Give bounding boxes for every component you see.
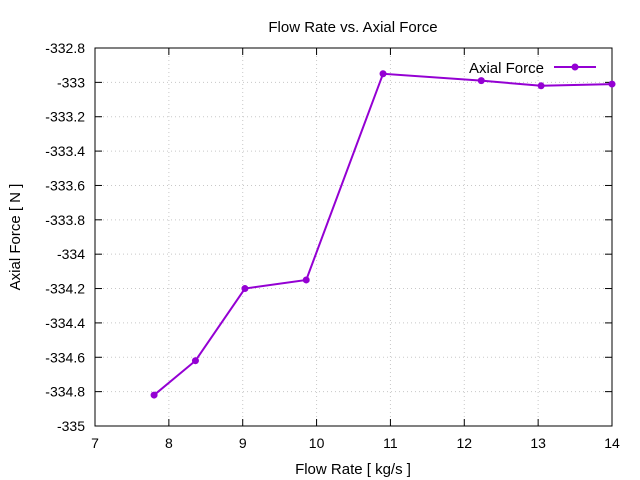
plot-frame xyxy=(94,47,613,427)
y-tick-label: -334 xyxy=(57,246,85,262)
grid-layer xyxy=(95,48,612,426)
y-tick-label: -333.4 xyxy=(45,143,85,159)
x-axis-label: Flow Rate [ kg/s ] xyxy=(295,461,411,478)
x-tick-label: 7 xyxy=(91,435,99,451)
y-tick-label: -333 xyxy=(57,74,85,90)
y-tick-label: -334.6 xyxy=(45,349,85,365)
y-axis-label: Axial Force [ N ] xyxy=(7,184,24,291)
data-point xyxy=(302,276,310,284)
x-tick-label: 13 xyxy=(530,435,546,451)
data-point xyxy=(241,285,249,293)
data-point xyxy=(537,82,545,90)
x-tick-label: 8 xyxy=(165,435,173,451)
data-point xyxy=(477,77,485,85)
y-tick-label: -335 xyxy=(57,418,85,434)
x-tick-label: 11 xyxy=(383,435,398,451)
y-tick-label: -332.8 xyxy=(45,40,85,56)
data-point xyxy=(191,357,199,365)
x-tick-label: 10 xyxy=(309,435,325,451)
y-tick-label: -333.2 xyxy=(45,109,85,125)
chart-title: Flow Rate vs. Axial Force xyxy=(268,19,437,36)
y-tick-label: -333.8 xyxy=(45,212,85,228)
series-layer xyxy=(150,70,616,399)
y-tick-label: -334.8 xyxy=(45,384,85,400)
series-line xyxy=(153,72,613,396)
x-tick-label: 9 xyxy=(239,435,247,451)
data-point xyxy=(608,80,616,88)
tick-layer: 7 8 9 10 11 12 13 14 -335 -334.8 -334.6 -334.4 -334.… xyxy=(45,40,620,451)
data-point xyxy=(150,391,158,399)
x-tick-label: 12 xyxy=(456,435,472,451)
legend-marker-swatch xyxy=(571,63,579,71)
y-tick-label: -334.2 xyxy=(45,281,85,297)
y-tick-label: -333.6 xyxy=(45,177,85,193)
legend: Axial Force xyxy=(469,60,596,77)
x-tick-label: 14 xyxy=(604,435,620,451)
legend-label: Axial Force xyxy=(469,60,544,77)
data-point xyxy=(379,70,387,78)
y-tick-label: -334.4 xyxy=(45,315,85,331)
